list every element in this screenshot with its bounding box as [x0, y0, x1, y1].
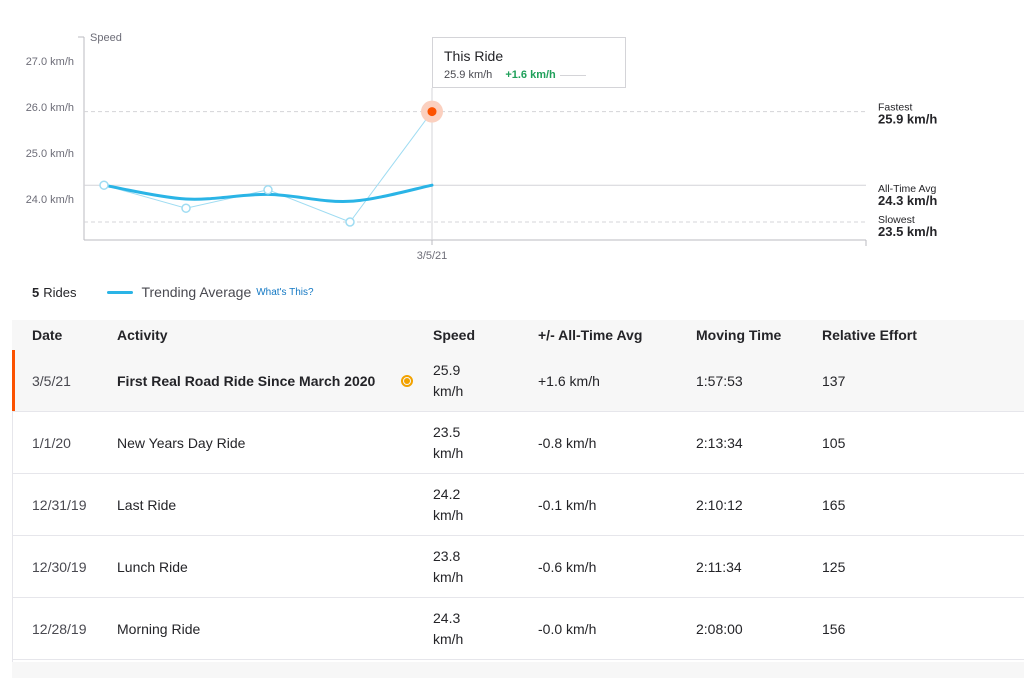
row-speed-unit: km/h — [433, 568, 464, 585]
table-row[interactable]: 3/5/21 First Real Road Ride Since March … — [12, 350, 1024, 412]
ride-count: 5 — [32, 284, 40, 300]
row-activity-link[interactable]: Last Ride — [117, 496, 177, 513]
x-tick-label: 3/5/21 — [417, 250, 448, 262]
tooltip-speed: 25.9 km/h — [444, 69, 493, 81]
y-tick-label: 25.0 km/h — [26, 148, 74, 160]
row-activity-link[interactable]: Morning Ride — [117, 620, 201, 637]
tooltip-title: This Ride — [444, 48, 504, 64]
table-footer-strip — [12, 662, 1024, 678]
reference-line-value: 25.9 km/h — [878, 112, 937, 127]
header-activity[interactable]: Activity — [117, 327, 168, 343]
speed-point — [345, 217, 355, 227]
row-speed-unit: km/h — [433, 506, 464, 523]
row-speed-unit: km/h — [433, 630, 464, 647]
table-row[interactable]: 1/1/20 New Years Day Ride 23.5 km/h -0.8… — [12, 412, 1024, 474]
row-activity-link[interactable]: Lunch Ride — [117, 558, 188, 575]
reference-line-value: 24.3 km/h — [878, 193, 937, 208]
row-diff: -0.6 km/h — [538, 558, 597, 575]
row-speed-unit: km/h — [433, 444, 464, 461]
row-relative-effort: 125 — [822, 558, 846, 575]
row-date: 3/5/21 — [32, 372, 71, 389]
rides-summary: 5 Rides Trending Average What's This? — [32, 283, 314, 301]
header-date[interactable]: Date — [32, 327, 63, 343]
header-relative-effort[interactable]: Relative Effort — [822, 327, 917, 343]
row-activity-link[interactable]: First Real Road Ride Since March 2020 — [117, 372, 376, 389]
row-relative-effort: 105 — [822, 434, 846, 451]
table-row[interactable]: 12/28/19 Morning Ride 24.3 km/h -0.0 km/… — [12, 598, 1024, 660]
y-tick-label: 26.0 km/h — [26, 102, 74, 114]
y-tick-label: 27.0 km/h — [26, 56, 74, 68]
reference-line-value: 23.5 km/h — [878, 224, 937, 239]
trend-legend-swatch — [107, 290, 134, 294]
row-moving-time: 2:08:00 — [696, 620, 743, 637]
row-diff: -0.1 km/h — [538, 496, 597, 513]
this-ride-tooltip: This Ride 25.9 km/h +1.6 km/h — [432, 37, 626, 88]
speed-series-line — [103, 111, 433, 223]
row-speed-value: 24.2 — [433, 485, 461, 502]
table-row[interactable]: 12/30/19 Lunch Ride 23.8 km/h -0.6 km/h … — [12, 536, 1024, 598]
reference-line-label: All-Time Avg — [878, 183, 937, 195]
reference-line-label: Slowest — [878, 214, 915, 226]
table-header: Date Activity Speed +/- All-Time Avg Mov… — [12, 320, 1024, 350]
row-moving-time: 2:11:34 — [696, 558, 742, 575]
row-diff: -0.0 km/h — [538, 620, 597, 637]
y-tick-label: 24.0 km/h — [26, 194, 74, 206]
trend-legend-label: Trending Average — [141, 284, 252, 300]
speed-chart: Speed 27.0 km/h 26.0 km/h 25.0 km/h 24.0 km/… — [0, 0, 1024, 270]
header-moving-time[interactable]: Moving Time — [696, 327, 782, 343]
speed-point — [181, 203, 191, 213]
tooltip-rule — [559, 74, 586, 76]
rides-table: Date Activity Speed +/- All-Time Avg Mov… — [12, 320, 1024, 660]
table-row[interactable]: 12/31/19 Last Ride 24.2 km/h -0.1 km/h 2… — [12, 474, 1024, 536]
speed-chart-svg: Speed 27.0 km/h 26.0 km/h 25.0 km/h 24.0 km/… — [26, 32, 938, 262]
row-speed-unit: km/h — [433, 382, 464, 399]
row-date: 1/1/20 — [32, 434, 71, 451]
rides-label: Rides — [43, 284, 77, 300]
header-speed[interactable]: Speed — [433, 326, 476, 343]
highlight-point — [427, 107, 437, 117]
tooltip-diff: +1.6 km/h — [505, 69, 556, 81]
row-activity-link[interactable]: New Years Day Ride — [117, 434, 246, 451]
row-speed-value: 24.3 — [433, 609, 461, 626]
row-moving-time: 2:13:34 — [696, 434, 743, 451]
row-diff: +1.6 km/h — [538, 372, 600, 389]
table-left-border — [12, 320, 13, 678]
speed-point — [99, 180, 109, 190]
row-moving-time: 2:10:12 — [696, 496, 743, 513]
row-speed-value: 23.8 — [433, 547, 461, 564]
row-speed-value: 23.5 — [433, 423, 461, 440]
reference-line-label: Fastest — [878, 102, 913, 114]
row-speed-value: 25.9 — [433, 361, 461, 378]
y-axis-label: Speed — [90, 32, 122, 44]
row-diff: -0.8 km/h — [538, 434, 597, 451]
row-relative-effort: 137 — [822, 372, 846, 389]
row-relative-effort: 165 — [822, 496, 846, 513]
row-moving-time: 1:57:53 — [696, 372, 743, 389]
header-diff[interactable]: +/- All-Time Avg — [538, 327, 643, 343]
medal-icon — [401, 374, 413, 387]
row-date: 12/28/19 — [32, 620, 87, 637]
whats-this-link[interactable]: What's This? — [256, 286, 314, 298]
row-relative-effort: 156 — [822, 620, 846, 637]
row-date: 12/30/19 — [32, 558, 87, 575]
row-date: 12/31/19 — [32, 496, 87, 513]
speed-point — [263, 185, 273, 195]
